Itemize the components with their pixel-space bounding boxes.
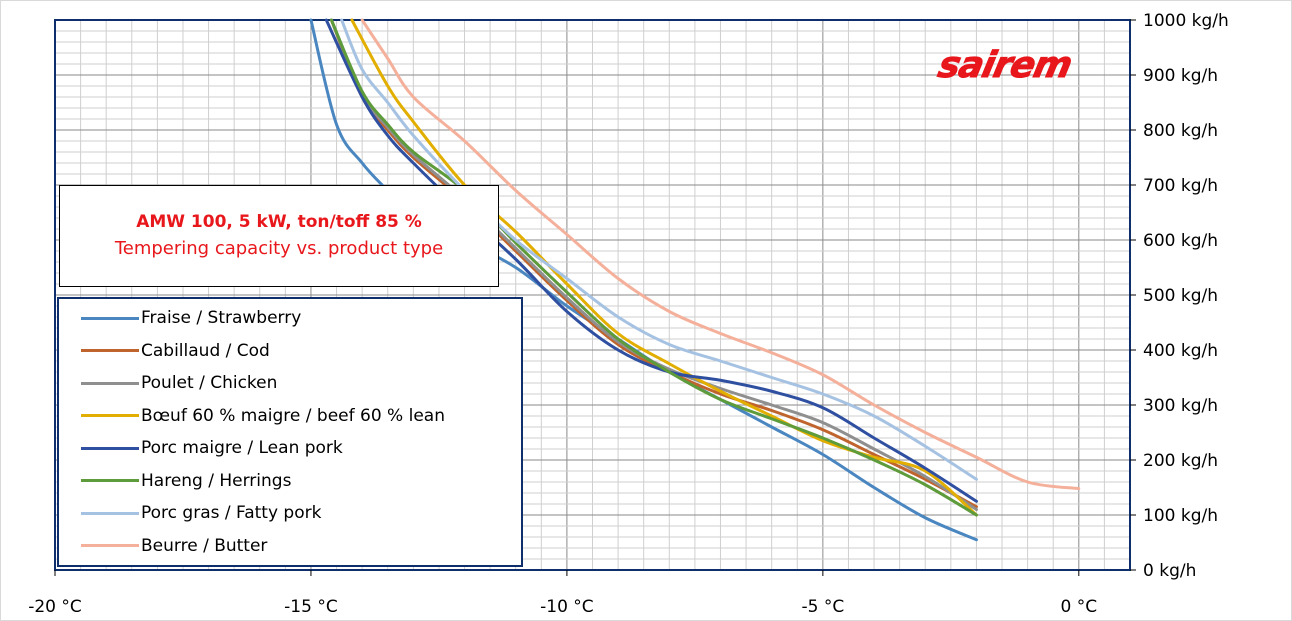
legend-item: Poulet / Chicken [59,367,521,400]
y-tick-label: 0 kg/h [1143,561,1196,581]
legend-swatch [81,414,139,418]
logo-wordmark: sairem [935,46,1076,84]
y-tick-label: 1000 kg/h [1143,11,1229,31]
legend-label: Poulet / Chicken [141,373,278,394]
legend-swatch [81,544,139,548]
y-tick-label: 700 kg/h [1143,176,1218,196]
series-line-porc-gras-fatty-pork [340,18,978,481]
legend-label: Beurre / Butter [141,535,268,556]
legend-label: Fraise / Strawberry [141,308,302,329]
legend-item: Fraise / Strawberry [59,302,521,335]
x-tick-label: -10 °C [540,597,594,617]
legend-swatch [81,381,139,385]
x-tick-label: -15 °C [284,597,338,617]
legend-item: Hareng / Herrings [59,465,521,498]
series-line-hareng-herrings [329,18,978,517]
legend-label: Porc maigre / Lean pork [141,438,343,459]
legend-swatch [81,349,139,353]
legend-item: Bœuf 60 % maigre / beef 60 % lean [59,400,521,433]
y-tick-label: 800 kg/h [1143,121,1218,141]
series-line-b-uf-60-maigre-beef-60-lean [350,18,978,517]
chart-title: AMW 100, 5 kW, ton/toff 85 % [136,212,422,232]
axis-layer: -20 °C -15 °C -10 °C -5 °C 0 °C 0 kg/h 100 kg/… [28,11,1229,617]
series-line-porc-maigre-lean-pork [324,18,978,503]
legend-swatch [81,511,139,515]
y-tick-label: 900 kg/h [1143,66,1218,86]
legend-label: Cabillaud / Cod [141,340,270,361]
y-tick-label: 400 kg/h [1143,341,1218,361]
legend-item: Cabillaud / Cod [59,335,521,368]
x-tick-label: -5 °C [801,597,844,617]
series-line-cabillaud-cod [329,18,978,509]
legend-swatch [81,446,139,450]
y-tick-label: 300 kg/h [1143,396,1218,416]
legend: Fraise / Strawberry Cabillaud / Cod Poulet… [57,297,523,567]
series-layer [309,18,1081,542]
y-tick-label: 200 kg/h [1143,451,1218,471]
y-tick-label: 600 kg/h [1143,231,1218,251]
legend-swatch [81,479,139,483]
series-line-beurre-butter [360,18,1081,491]
series-line-poulet-chicken [329,18,978,511]
legend-item: Porc maigre / Lean pork [59,432,521,465]
legend-swatch [81,316,139,320]
legend-item: Beurre / Butter [59,530,521,563]
sairem-logo: sairem [934,46,1076,84]
legend-item: Porc gras / Fatty pork [59,497,521,530]
legend-label: Hareng / Herrings [141,470,292,491]
chart-subtitle: Tempering capacity vs. product type [114,238,444,259]
series-line-fraise-strawberry [309,18,978,542]
y-tick-label: 100 kg/h [1143,506,1218,526]
legend-label: Bœuf 60 % maigre / beef 60 % lean [141,405,445,426]
x-tick-label: 0 °C [1061,597,1098,617]
legend-label: Porc gras / Fatty pork [141,503,322,524]
y-tick-label: 500 kg/h [1143,286,1218,306]
chart-title-box: AMW 100, 5 kW, ton/toff 85 % Tempering c… [59,185,499,287]
x-tick-label: -20 °C [28,597,82,617]
